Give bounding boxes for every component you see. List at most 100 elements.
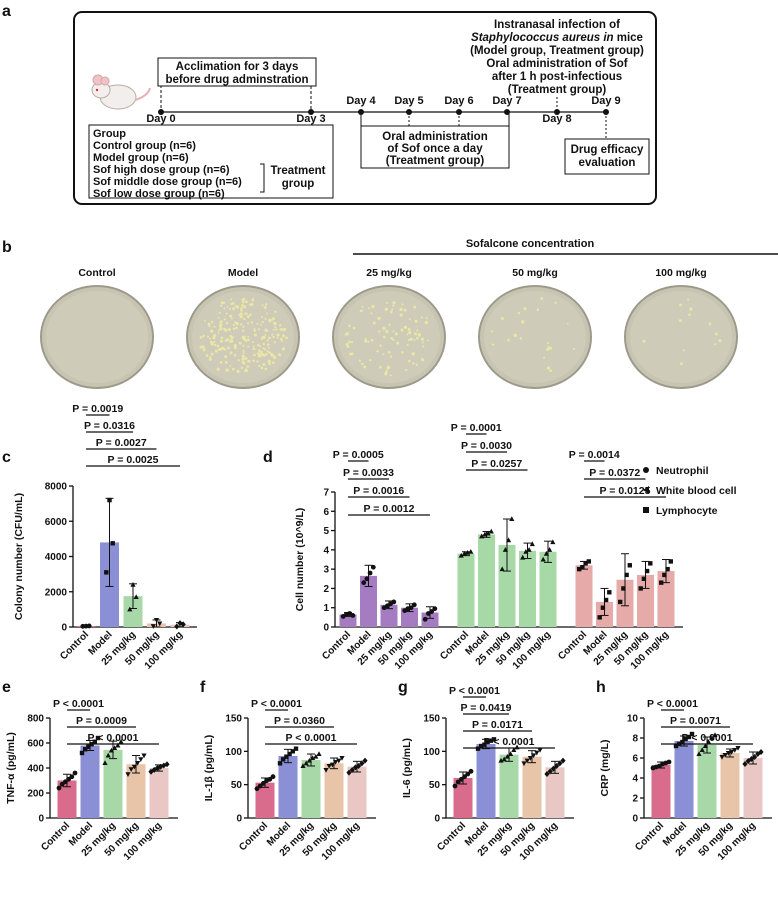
treatment-group-label: group (282, 178, 315, 190)
data-point (475, 746, 481, 751)
data-point (408, 605, 414, 611)
data-point (499, 566, 505, 572)
p-value-label: P = 0.0025 (108, 454, 159, 466)
data-point (641, 576, 647, 581)
data-point (102, 760, 108, 765)
data-point (391, 599, 397, 605)
data-point (107, 497, 112, 503)
data-point (349, 767, 355, 773)
sofalcone-header: Sofalcone concentration (466, 238, 595, 250)
p-value-label: P < 0.0001 (682, 732, 733, 744)
data-point (501, 756, 507, 762)
p-value-label: P < 0.0001 (286, 732, 337, 744)
data-point (485, 530, 491, 536)
data-point (644, 568, 650, 574)
group-item: Group (93, 128, 126, 140)
data-point (284, 754, 289, 759)
panel-label-c: c (2, 449, 11, 466)
data-point (128, 767, 134, 773)
data-point (680, 739, 685, 745)
legend-d: Neutrophil White blood cell Lymphocyte (643, 465, 737, 517)
data-point (350, 613, 356, 618)
y-tick-label: 800 (27, 714, 44, 725)
p-value-label: P < 0.0001 (647, 698, 698, 710)
data-point (557, 760, 563, 767)
data-point (468, 548, 474, 554)
p-value-label: P = 0.0171 (472, 719, 523, 731)
oral-admin-text: (Treatment group) (386, 155, 485, 167)
data-point (683, 736, 688, 742)
bar (360, 575, 377, 627)
bar (519, 550, 536, 627)
data-point (583, 561, 588, 566)
p-value-label: P < 0.0001 (53, 698, 104, 710)
data-point (329, 762, 335, 768)
y-tick-label: 5 (323, 526, 329, 537)
data-point (537, 748, 543, 753)
legend-marker (643, 486, 649, 494)
data-point (560, 757, 566, 764)
data-point (531, 753, 537, 759)
data-point (367, 570, 373, 576)
y-axis-label: CRP (mg/L) (599, 740, 611, 797)
data-point (105, 752, 111, 758)
data-point (543, 550, 549, 556)
group-item: Control group (n=6) (93, 140, 196, 152)
data-point (580, 565, 585, 570)
data-point (597, 615, 602, 620)
y-axis-label: Cell number (10^9/L) (294, 508, 306, 612)
data-point (92, 739, 97, 744)
data-point (79, 750, 85, 756)
data-point (666, 759, 672, 765)
data-point (83, 747, 88, 752)
data-point (300, 763, 306, 768)
data-point (506, 537, 512, 543)
data-point (174, 623, 180, 630)
plate-label: Model (228, 267, 258, 279)
y-tick-label: 1 (323, 603, 329, 614)
oral-admin-text: Oral administration (382, 131, 487, 143)
data-point (662, 572, 667, 578)
data-point (725, 751, 731, 756)
bar (545, 767, 565, 818)
infection-text: (Model group, Treatment group) (470, 45, 644, 57)
treatment-bracket (260, 163, 265, 193)
y-axis-label: IL-1β (pg/mL) (203, 735, 215, 801)
data-point (326, 764, 332, 769)
day-label: Day 0 (146, 113, 175, 125)
data-point (485, 739, 490, 745)
data-point (468, 768, 474, 774)
data-point (699, 747, 705, 752)
data-point (310, 755, 316, 760)
data-point (370, 564, 376, 570)
x-tick-label: Control (58, 629, 91, 662)
data-point (702, 743, 708, 748)
infection-text: Staphylococcus aureus in mice (471, 32, 643, 44)
data-point (624, 572, 629, 578)
data-point (544, 771, 550, 777)
data-point (125, 772, 131, 778)
data-point (359, 760, 365, 767)
y-tick-label: 3 (323, 565, 329, 576)
y-tick-label: 100 (423, 747, 440, 758)
day-label: Day 7 (492, 95, 521, 107)
y-tick-label: 50 (231, 780, 243, 791)
bar (651, 765, 671, 818)
infection-text: Instranasal infection of (494, 19, 620, 31)
agar-plate (478, 285, 592, 389)
y-tick-label: 4 (632, 774, 638, 785)
bar (720, 753, 740, 818)
data-point (729, 750, 735, 755)
data-point (511, 747, 517, 752)
data-point (755, 751, 761, 757)
bar (539, 551, 557, 627)
y-tick-label: 50 (429, 780, 441, 791)
panel-label-a: a (2, 3, 11, 20)
data-point (153, 617, 160, 623)
agar-plate (332, 285, 446, 389)
y-axis-label: IL-6 (pg/mL) (401, 738, 413, 798)
